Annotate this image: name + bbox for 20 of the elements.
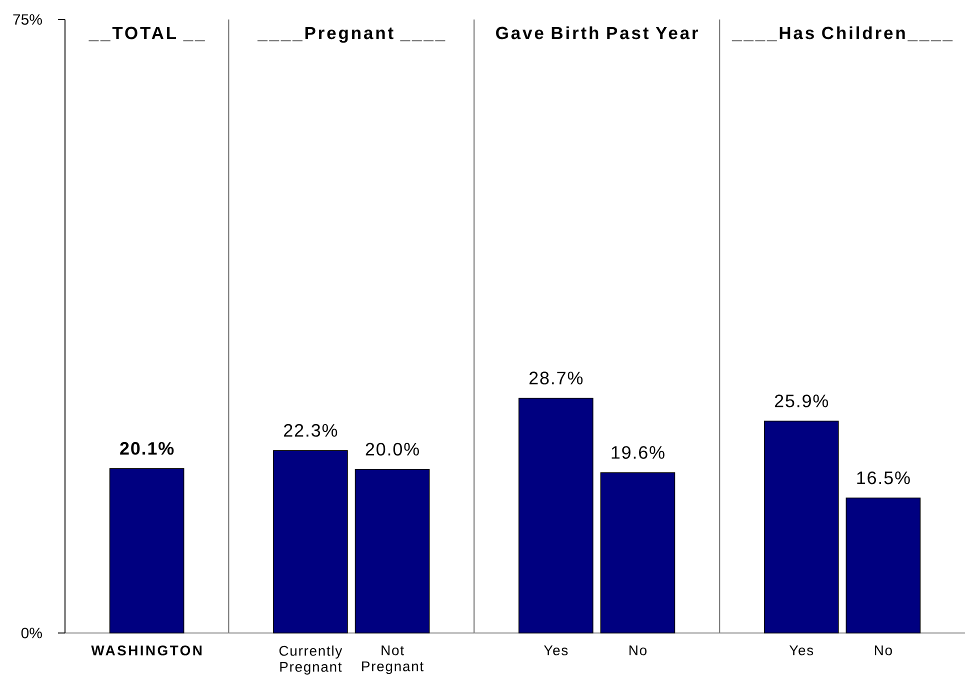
chart-title: ____Has Children____	[732, 26, 953, 42]
x-tick-label: Currently Pregnant	[279, 646, 342, 675]
chart-title: __TOTAL __	[88, 26, 205, 42]
data-label: 20.1%	[120, 442, 174, 455]
x-tick-label: No	[874, 646, 892, 656]
y-tick-label: 75%	[13, 14, 42, 25]
data-label: 20.0%	[366, 442, 419, 456]
data-label: 16.5%	[857, 471, 910, 484]
x-tick-label: Yes	[544, 646, 568, 656]
x-tick-label: WASHINGTON	[91, 646, 202, 656]
x-tick-label: Not Pregnant	[362, 646, 424, 674]
y-tick-label: 0%	[21, 628, 42, 638]
x-tick-label: Yes	[789, 646, 814, 656]
chart-title: ____Pregnant ____	[257, 26, 446, 43]
data-label: 19.6%	[612, 446, 664, 459]
data-label: 22.3%	[284, 424, 338, 437]
x-tick-label: No	[630, 646, 647, 656]
chart-title: Gave Birth Past Year	[496, 26, 698, 40]
data-label: 25.9%	[774, 394, 828, 408]
data-label: 28.7%	[530, 372, 583, 384]
